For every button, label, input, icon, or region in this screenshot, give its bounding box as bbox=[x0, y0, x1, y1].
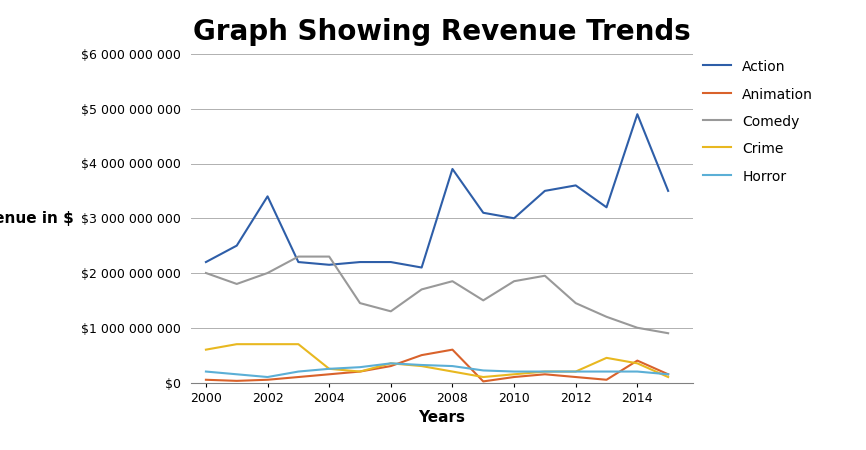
Horror bbox=[201, 369, 211, 374]
Animation bbox=[201, 377, 211, 382]
Horror bbox=[571, 369, 581, 374]
Line: Animation: Animation bbox=[206, 350, 669, 382]
Crime bbox=[601, 355, 611, 360]
Animation bbox=[294, 374, 304, 380]
Horror bbox=[540, 369, 550, 374]
Animation bbox=[601, 377, 611, 382]
Animation bbox=[417, 352, 427, 358]
Animation bbox=[231, 378, 242, 383]
Comedy bbox=[201, 270, 211, 276]
Horror bbox=[417, 362, 427, 368]
Crime bbox=[262, 342, 273, 347]
X-axis label: Years: Years bbox=[418, 410, 465, 425]
Horror bbox=[385, 360, 396, 366]
Crime bbox=[294, 342, 304, 347]
Animation bbox=[540, 372, 550, 377]
Comedy bbox=[231, 281, 242, 287]
Animation bbox=[355, 369, 365, 374]
Crime bbox=[201, 347, 211, 352]
Action bbox=[231, 243, 242, 248]
Crime bbox=[478, 374, 488, 380]
Action bbox=[385, 259, 396, 265]
Crime bbox=[632, 360, 643, 366]
Crime bbox=[663, 374, 674, 380]
Animation bbox=[385, 364, 396, 369]
Comedy bbox=[355, 301, 365, 306]
Comedy bbox=[509, 279, 520, 284]
Animation bbox=[262, 377, 273, 382]
Comedy bbox=[417, 287, 427, 292]
Action bbox=[663, 188, 674, 194]
Horror bbox=[663, 372, 674, 377]
Comedy bbox=[324, 254, 334, 259]
Action bbox=[601, 205, 611, 210]
Comedy bbox=[385, 309, 396, 314]
Animation bbox=[632, 358, 643, 363]
Action bbox=[262, 194, 273, 199]
Action bbox=[294, 259, 304, 265]
Crime bbox=[355, 369, 365, 374]
Horror bbox=[355, 364, 365, 370]
Title: Graph Showing Revenue Trends: Graph Showing Revenue Trends bbox=[193, 18, 690, 46]
Horror bbox=[447, 364, 457, 369]
Horror bbox=[231, 372, 242, 377]
Animation bbox=[324, 372, 334, 377]
Action bbox=[447, 166, 457, 172]
Action bbox=[540, 188, 550, 194]
Line: Action: Action bbox=[206, 114, 669, 267]
Comedy bbox=[632, 325, 643, 330]
Animation bbox=[509, 374, 520, 380]
Line: Horror: Horror bbox=[206, 363, 669, 377]
Line: Comedy: Comedy bbox=[206, 256, 669, 333]
Horror bbox=[601, 369, 611, 374]
Crime bbox=[231, 342, 242, 347]
Horror bbox=[478, 368, 488, 373]
Action bbox=[324, 262, 334, 267]
Horror bbox=[632, 369, 643, 374]
Crime bbox=[447, 369, 457, 374]
Action bbox=[571, 183, 581, 188]
Comedy bbox=[601, 314, 611, 319]
Animation bbox=[478, 379, 488, 384]
Crime bbox=[540, 369, 550, 374]
Crime bbox=[509, 372, 520, 377]
Horror bbox=[324, 366, 334, 372]
Legend: Action, Animation, Comedy, Crime, Horror: Action, Animation, Comedy, Crime, Horror bbox=[698, 54, 818, 189]
Action bbox=[509, 216, 520, 221]
Y-axis label: Revenue in $: Revenue in $ bbox=[0, 211, 74, 226]
Line: Crime: Crime bbox=[206, 344, 669, 377]
Action bbox=[632, 112, 643, 117]
Animation bbox=[571, 374, 581, 380]
Comedy bbox=[478, 298, 488, 303]
Comedy bbox=[663, 330, 674, 336]
Horror bbox=[294, 369, 304, 374]
Comedy bbox=[571, 301, 581, 306]
Horror bbox=[509, 369, 520, 374]
Animation bbox=[663, 372, 674, 377]
Comedy bbox=[294, 254, 304, 259]
Action bbox=[417, 265, 427, 270]
Crime bbox=[417, 364, 427, 369]
Crime bbox=[571, 369, 581, 374]
Comedy bbox=[262, 270, 273, 276]
Action bbox=[478, 210, 488, 216]
Crime bbox=[385, 360, 396, 366]
Comedy bbox=[447, 279, 457, 284]
Action bbox=[355, 259, 365, 265]
Action bbox=[201, 259, 211, 265]
Comedy bbox=[540, 273, 550, 279]
Animation bbox=[447, 347, 457, 352]
Crime bbox=[324, 366, 334, 372]
Horror bbox=[262, 374, 273, 380]
